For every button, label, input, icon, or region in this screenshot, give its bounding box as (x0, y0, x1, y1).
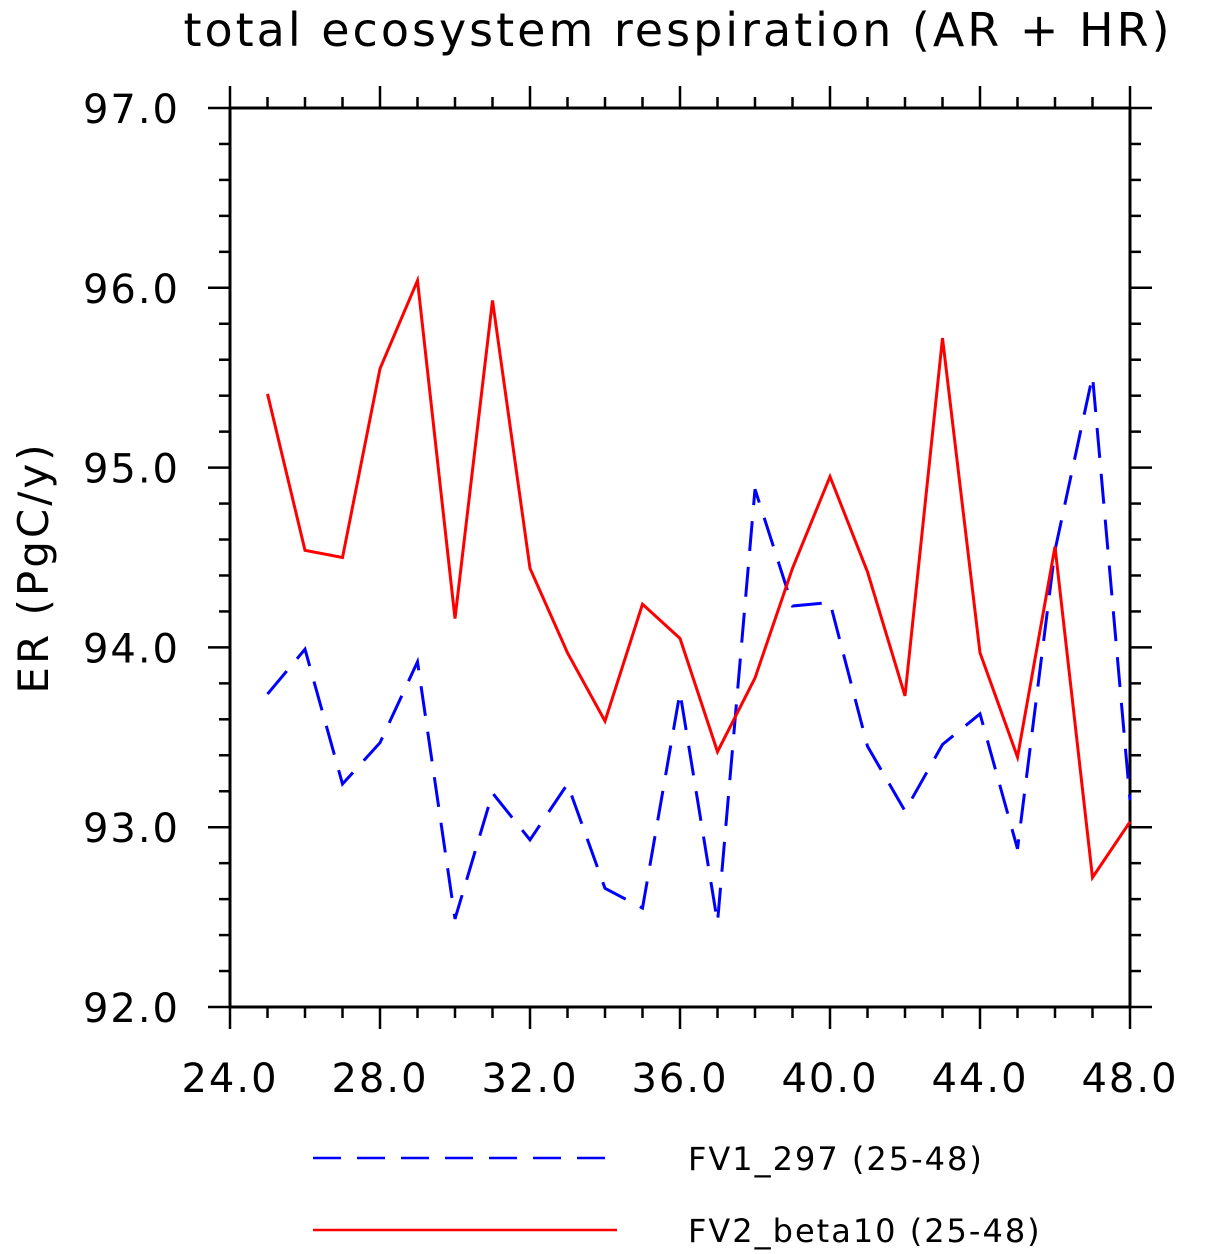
legend-label-1: FV1_297 (25-48) (688, 1140, 984, 1178)
y-tick-label: 95.0 (83, 447, 180, 493)
plot-frame (228, 106, 1132, 1009)
axes (228, 106, 1132, 1009)
x-tick-label: 24.0 (181, 1056, 278, 1102)
y-tick-label: 97.0 (83, 87, 180, 133)
x-tick-label: 48.0 (1081, 1056, 1178, 1102)
x-tick-label: 28.0 (331, 1056, 428, 1102)
series (266, 274, 1132, 923)
x-tick-label: 44.0 (931, 1056, 1028, 1102)
legend-label-2: FV2_beta10 (25-48) (688, 1212, 1042, 1250)
tick-labels: 24.0 28.0 32.0 36.0 40.0 44.0 48.0 92.0 93.0 94.0… (83, 87, 1178, 1102)
series-line-2 (266, 274, 1132, 882)
x-tick-label: 32.0 (481, 1056, 578, 1102)
x-tick-label: 40.0 (781, 1056, 878, 1102)
chart-title: total ecosystem respiration (AR + HR) (183, 3, 1172, 57)
series-line-1 (266, 375, 1132, 923)
y-tick-label: 93.0 (83, 806, 180, 852)
y-tick-label: 94.0 (83, 626, 180, 672)
x-tick-label: 36.0 (631, 1056, 728, 1102)
y-axis-label: ER (PgC/y) (9, 441, 58, 693)
y-tick-label: 96.0 (83, 267, 180, 313)
ticks (208, 86, 1152, 1029)
legend: FV1_297 (25-48) FV2_beta10 (25-48) (313, 1140, 1042, 1250)
y-tick-label: 92.0 (83, 986, 180, 1032)
